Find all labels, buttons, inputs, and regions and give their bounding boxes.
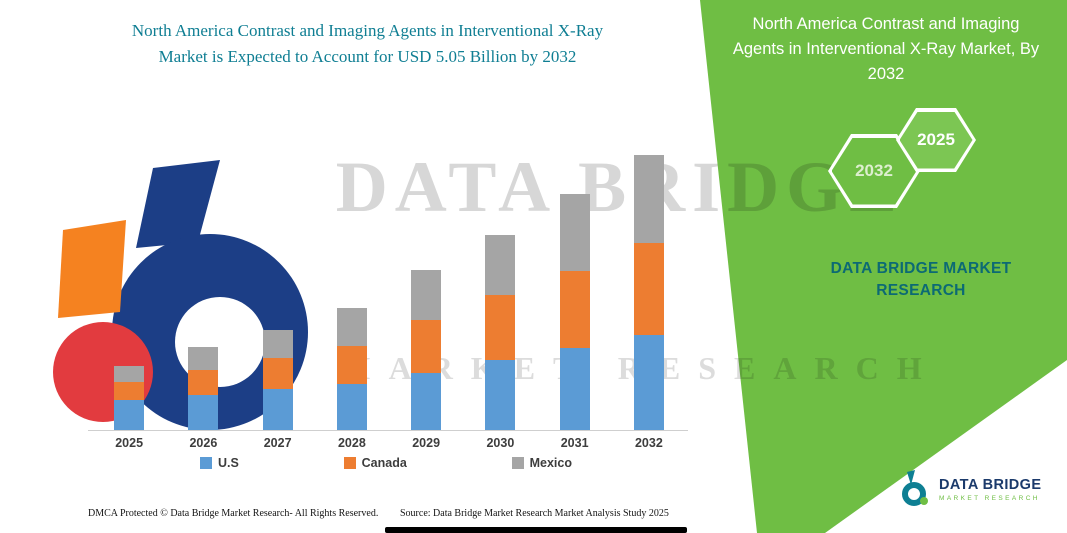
x-axis-label-2031: 2031 <box>560 436 589 450</box>
dbmr-logo-name: DATA BRIDGE <box>939 476 1042 493</box>
hexagon-2032-label: 2032 <box>831 137 917 205</box>
x-axis-labels: 2025 2026 2027 2028 2029 2030 2031 2032 <box>92 436 686 450</box>
stacked-bar-2026 <box>188 347 219 430</box>
bar-segment-mexico-2029 <box>411 269 442 321</box>
bar-segment-us-2026 <box>188 394 219 430</box>
bar-segment-us-2025 <box>114 400 145 430</box>
bar-2028 <box>315 307 389 430</box>
legend-label-us: U.S <box>218 456 239 470</box>
legend-label-canada: Canada <box>361 456 407 470</box>
source-note: Source: Data Bridge Market Research Mark… <box>400 508 669 519</box>
bar-2030 <box>463 235 537 430</box>
legend-item-us: U.S <box>200 456 239 470</box>
bar-segment-us-2031 <box>559 348 590 430</box>
stacked-bar-2025 <box>114 365 145 430</box>
bar-segment-us-2029 <box>411 372 442 430</box>
hexagon-2025-label: 2025 <box>899 111 973 169</box>
x-axis-label-2032: 2032 <box>634 436 663 450</box>
x-axis-line <box>88 430 688 431</box>
bar-2032 <box>612 155 686 430</box>
bar-segment-mexico-2026 <box>188 347 219 371</box>
bar-segment-canada-2028 <box>336 345 367 384</box>
bar-2031 <box>538 194 612 430</box>
stacked-bar-2029 <box>411 269 442 430</box>
brand-text-green-panel: DATA BRIDGE MARKET RESEARCH <box>830 260 1012 300</box>
stacked-bar-2028 <box>336 307 367 430</box>
chart-legend: U.S Canada Mexico <box>200 456 572 470</box>
bar-segment-canada-2029 <box>411 320 442 373</box>
bar-2029 <box>389 269 463 430</box>
bar-segment-canada-2027 <box>262 358 293 390</box>
hexagon-2025: 2025 <box>896 108 976 172</box>
dbmr-logo-text: DATA BRIDGE MARKET RESEARCH <box>939 477 1041 502</box>
x-axis-label-2029: 2029 <box>412 436 441 450</box>
bar-segment-canada-2031 <box>559 270 590 349</box>
stacked-bar-2031 <box>559 194 590 430</box>
bar-segment-us-2027 <box>262 389 293 430</box>
green-panel-title: North America Contrast and Imaging Agent… <box>732 15 1040 83</box>
legend-swatch-canada <box>343 457 356 469</box>
bar-segment-canada-2026 <box>188 370 219 395</box>
dmca-notice: DMCA Protected © Data Bridge Market Rese… <box>88 508 379 519</box>
dbmr-corner-logo: DATA BRIDGE MARKET RESEARCH <box>898 470 1041 508</box>
bar-segment-mexico-2025 <box>114 365 145 383</box>
stacked-bar-chart <box>92 150 686 430</box>
bar-segment-canada-2025 <box>114 382 145 401</box>
legend-label-mexico: Mexico <box>529 456 572 470</box>
legend-swatch-us <box>200 457 212 469</box>
bar-segment-us-2032 <box>633 334 664 430</box>
watermark-data-bridge: DATA BRIDGE <box>335 147 905 227</box>
stacked-bar-2030 <box>485 235 516 430</box>
x-axis-label-2027: 2027 <box>263 436 292 450</box>
x-axis-label-2028: 2028 <box>337 436 366 450</box>
dbmr-logo-subtitle: MARKET RESEARCH <box>939 494 1040 502</box>
legend-item-mexico: Mexico <box>511 456 572 470</box>
bar-segment-mexico-2031 <box>559 194 590 271</box>
stacked-bar-2027 <box>262 329 293 430</box>
bar-2026 <box>166 347 240 430</box>
bar-segment-us-2028 <box>336 383 367 430</box>
bar-segment-mexico-2027 <box>262 329 293 359</box>
bottom-bar <box>385 527 687 533</box>
hexagon-2025-border: 2025 <box>896 108 976 172</box>
bar-segment-canada-2030 <box>485 295 516 361</box>
dbmr-logo-icon <box>902 470 928 506</box>
bar-2025 <box>92 365 166 430</box>
legend-swatch-mexico <box>511 457 524 469</box>
legend-item-canada: Canada <box>343 456 407 470</box>
hexagon-2032: 2032 <box>828 134 920 208</box>
bar-segment-us-2030 <box>485 360 516 430</box>
bar-segment-mexico-2028 <box>336 307 367 346</box>
x-axis-label-2030: 2030 <box>486 436 515 450</box>
bar-segment-canada-2032 <box>633 243 664 335</box>
page-title: North America Contrast and Imaging Agent… <box>131 21 604 67</box>
bar-segment-mexico-2032 <box>633 155 664 244</box>
bar-2027 <box>241 329 315 430</box>
bar-segment-mexico-2030 <box>485 235 516 296</box>
stacked-bar-2032 <box>633 155 664 430</box>
x-axis-label-2026: 2026 <box>189 436 218 450</box>
x-axis-label-2025: 2025 <box>115 436 144 450</box>
